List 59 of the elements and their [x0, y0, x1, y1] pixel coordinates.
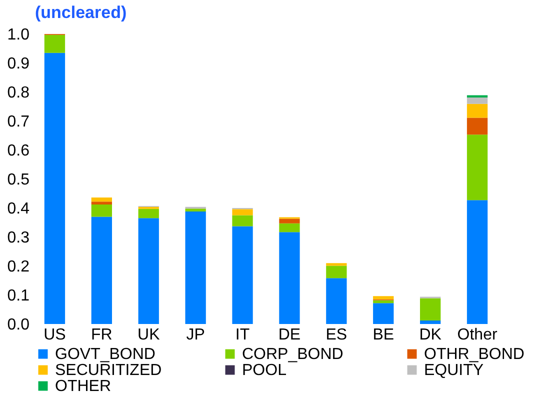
y-tick-label: 1.0 — [7, 26, 30, 44]
bar — [232, 215, 253, 226]
bar — [466, 134, 488, 200]
y-tick-label: 0.8 — [7, 84, 30, 102]
bar — [326, 263, 347, 266]
y-tick-label: 0.1 — [7, 288, 30, 304]
y-tick-label: 0.7 — [7, 114, 30, 130]
y-tick-label: 0.9 — [7, 56, 30, 72]
x-tick-label: FR — [91, 326, 112, 344]
bar — [466, 95, 488, 98]
x-tick-label: UK — [138, 326, 160, 344]
legend-label: EQUITY — [424, 362, 484, 379]
chart-title: (uncleared) — [35, 3, 127, 22]
bar — [466, 118, 488, 135]
x-tick-label: ES — [326, 326, 348, 344]
y-tick-label: 0.4 — [7, 200, 30, 218]
x-tick-label: US — [44, 326, 66, 344]
bar — [185, 208, 206, 212]
bar — [420, 298, 441, 321]
bar — [279, 232, 300, 324]
legend-label: OTHR_BOND — [424, 346, 524, 363]
legend-label: CORP_BOND — [242, 346, 344, 363]
x-tick-label: IT — [235, 326, 250, 344]
bar — [91, 204, 112, 217]
bar — [373, 300, 394, 304]
bar — [326, 266, 347, 278]
y-tick-label: 0.5 — [7, 172, 30, 188]
x-tick-label: JP — [186, 326, 205, 344]
bar — [91, 202, 112, 205]
bar — [466, 104, 488, 118]
y-tick-label: 0.3 — [7, 230, 30, 246]
bar — [44, 52, 66, 324]
bar — [232, 226, 253, 324]
legend-label: OTHER — [55, 378, 111, 395]
x-tick-label: Other — [457, 326, 498, 344]
bar — [138, 218, 159, 324]
x-tick-label: DE — [278, 326, 301, 344]
bar — [420, 320, 441, 324]
bar — [91, 198, 112, 202]
bar — [326, 278, 347, 324]
bar — [185, 211, 206, 324]
y-tick-label: 0.6 — [7, 142, 30, 160]
y-tick-label: 0.2 — [7, 258, 30, 276]
bar — [138, 208, 159, 218]
legend-label: POOL — [242, 362, 287, 379]
bar — [466, 98, 488, 104]
bar — [279, 218, 300, 224]
legend-label: GOVT_BOND — [55, 346, 156, 363]
bar — [373, 303, 394, 324]
bar — [466, 200, 488, 324]
x-tick-label: DK — [419, 326, 442, 344]
bar — [373, 296, 394, 300]
bar — [91, 216, 112, 324]
bar — [44, 34, 66, 53]
legend-label: SECURITIZED — [55, 362, 162, 379]
x-tick-label: BE — [372, 326, 394, 344]
bar — [279, 223, 300, 232]
bar — [232, 209, 253, 216]
y-tick-label: 0.0 — [7, 316, 30, 334]
